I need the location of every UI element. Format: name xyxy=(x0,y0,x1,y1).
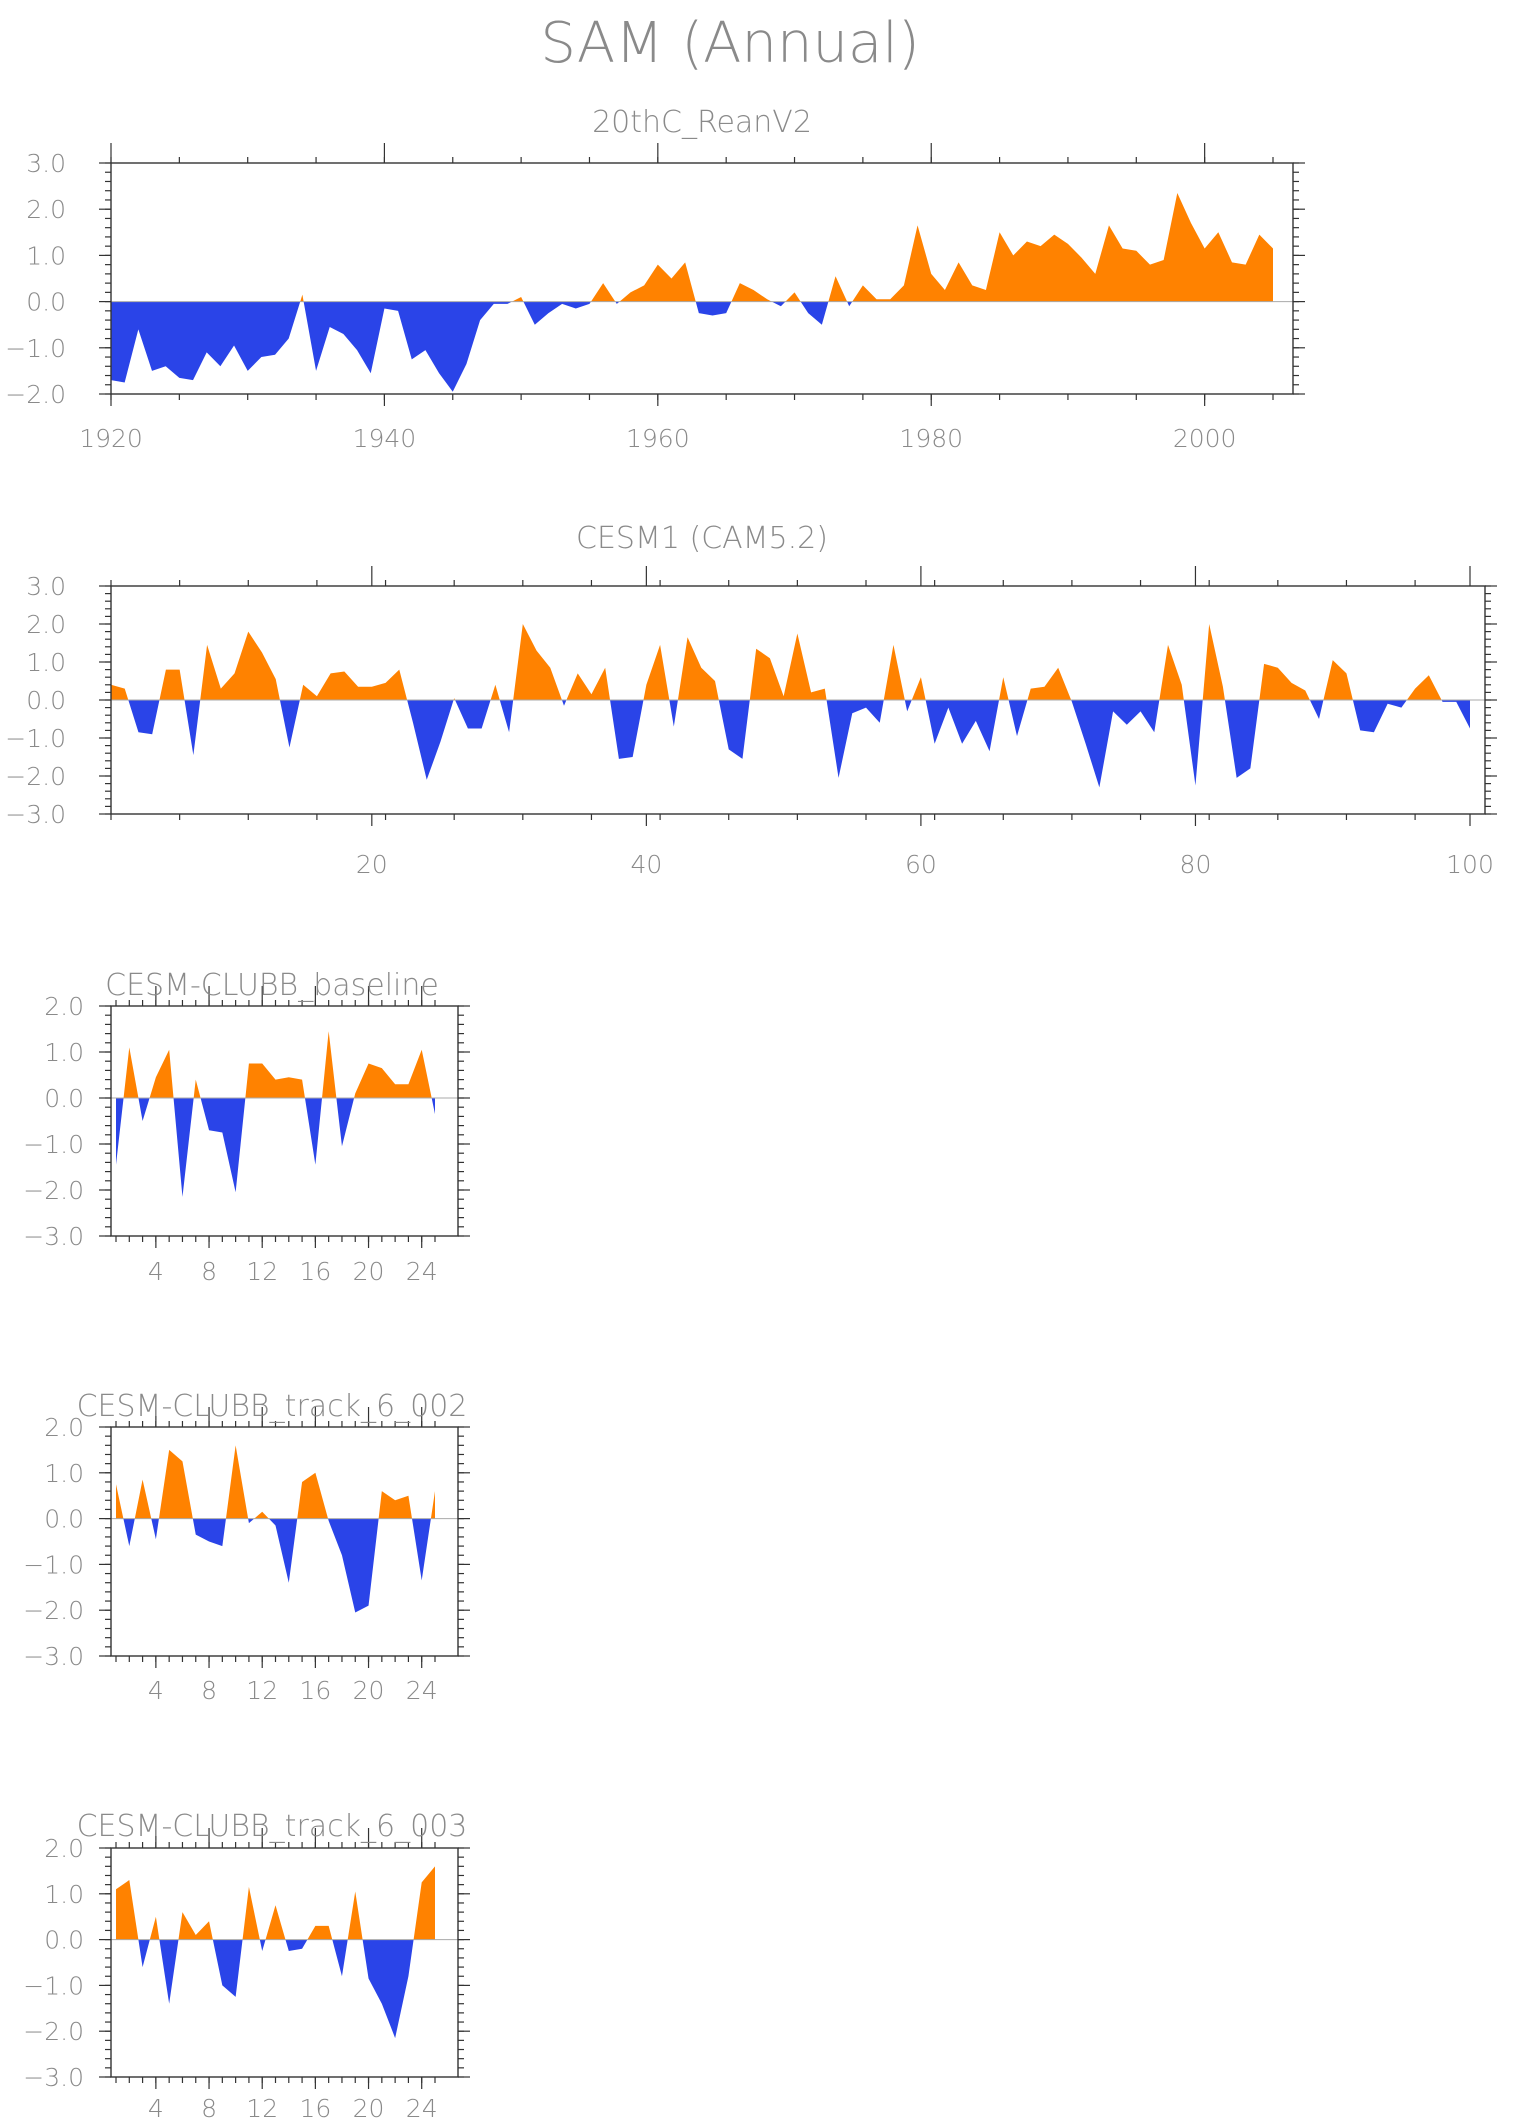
y-tick-label: 1.0 xyxy=(44,1459,84,1488)
figure-title: SAM (Annual) xyxy=(540,11,919,76)
panel-title: 20thC_ReanV2 xyxy=(592,105,812,140)
positive-area xyxy=(116,1866,435,1940)
x-tick-label: 8 xyxy=(201,1676,217,1705)
panel-title: CESM-CLUBB_track_6_003 xyxy=(77,1809,468,1844)
x-tick-label: 4 xyxy=(148,2094,164,2123)
y-tick-label: 3.0 xyxy=(26,572,66,601)
y-tick-label: −2.0 xyxy=(5,762,66,791)
x-tick-label: 24 xyxy=(406,1676,438,1705)
x-tick-label: 12 xyxy=(246,2094,278,2123)
negative-area xyxy=(111,301,1273,392)
y-tick-label: 2.0 xyxy=(44,1413,84,1442)
y-tick-label: −3.0 xyxy=(23,2063,84,2092)
x-tick-label: 8 xyxy=(201,2094,217,2123)
x-tick-label: 20 xyxy=(356,850,388,879)
positive-area xyxy=(111,193,1273,302)
y-tick-label: 0.0 xyxy=(44,1084,84,1113)
y-tick-label: −1.0 xyxy=(5,724,66,753)
y-tick-label: −1.0 xyxy=(23,1971,84,2000)
x-tick-label: 100 xyxy=(1446,850,1494,879)
x-tick-label: 20 xyxy=(353,2094,385,2123)
chart-panel: −3.0 −2.0 −1.0 0.0 1.0 2.0 4 8 12 16 20 24 CESM-CLUB… xyxy=(23,1809,470,2123)
y-tick-label: −2.0 xyxy=(5,380,66,409)
chart-panel: −3.0 −2.0 −1.0 0.0 1.0 2.0 4 8 12 16 20 24 CESM-CLUB… xyxy=(23,1389,470,1705)
negative-area xyxy=(116,1098,435,1197)
y-tick-label: −3.0 xyxy=(23,1642,84,1671)
x-tick-label: 4 xyxy=(148,1257,164,1286)
y-tick-label: 0.0 xyxy=(26,686,66,715)
plot-frame xyxy=(110,1847,459,2078)
x-tick-label: 80 xyxy=(1180,850,1212,879)
negative-area xyxy=(111,700,1470,788)
x-tick-label: 24 xyxy=(406,1257,438,1286)
positive-area xyxy=(116,1445,435,1519)
y-tick-label: −3.0 xyxy=(5,800,66,829)
x-tick-label: 40 xyxy=(630,850,662,879)
chart-panels: −2.0 −1.0 0.0 1.0 2.0 3.0 1920 1940 1960 1980 2000… xyxy=(5,105,1497,2123)
panel-title: CESM1 (CAM5.2) xyxy=(576,521,828,556)
x-tick-label: 8 xyxy=(201,1257,217,1286)
x-tick-label: 1980 xyxy=(899,424,963,453)
y-tick-label: 1.0 xyxy=(44,1880,84,1909)
x-tick-label: 60 xyxy=(905,850,937,879)
y-tick-label: −2.0 xyxy=(23,1176,84,1205)
x-tick-label: 12 xyxy=(246,1676,278,1705)
panel-title: CESM-CLUBB_baseline xyxy=(105,968,439,1003)
y-tick-label: 2.0 xyxy=(44,992,84,1021)
x-tick-label: 20 xyxy=(353,1676,385,1705)
y-tick-label: 1.0 xyxy=(26,241,66,270)
y-tick-label: −2.0 xyxy=(23,2017,84,2046)
plot-frame xyxy=(110,162,1294,395)
negative-area xyxy=(116,1518,435,1613)
x-tick-label: 12 xyxy=(246,1257,278,1286)
x-tick-label: 1920 xyxy=(79,424,143,453)
y-tick-label: 1.0 xyxy=(26,648,66,677)
y-tick-label: −2.0 xyxy=(23,1596,84,1625)
x-tick-label: 16 xyxy=(299,1257,331,1286)
y-tick-label: −1.0 xyxy=(23,1550,84,1579)
panel-title: CESM-CLUBB_track_6_002 xyxy=(77,1389,468,1424)
negative-area xyxy=(116,1939,435,2039)
chart-panel: −2.0 −1.0 0.0 1.0 2.0 3.0 1920 1940 1960 1980 2000… xyxy=(5,105,1305,453)
y-tick-label: 3.0 xyxy=(26,149,66,178)
y-tick-label: 0.0 xyxy=(44,1926,84,1955)
y-tick-label: 2.0 xyxy=(26,610,66,639)
y-tick-label: 0.0 xyxy=(44,1505,84,1534)
y-tick-label: −1.0 xyxy=(5,334,66,363)
chart-panel: −3.0 −2.0 −1.0 0.0 1.0 2.0 4 8 12 16 20 24 CESM-CLUB… xyxy=(23,968,470,1286)
x-tick-label: 24 xyxy=(406,2094,438,2123)
x-tick-label: 16 xyxy=(299,2094,331,2123)
plot-frame xyxy=(110,1426,459,1657)
y-tick-label: 2.0 xyxy=(44,1834,84,1863)
plot-frame xyxy=(110,1005,459,1237)
chart-panel: −3.0 −2.0 −1.0 0.0 1.0 2.0 3.0 20 40 60 80 100 CESM1… xyxy=(5,521,1497,879)
y-tick-label: 2.0 xyxy=(26,195,66,224)
y-tick-label: 0.0 xyxy=(26,288,66,317)
y-tick-label: −1.0 xyxy=(23,1130,84,1159)
positive-area xyxy=(116,1031,435,1098)
y-tick-label: 1.0 xyxy=(44,1038,84,1067)
positive-area xyxy=(111,624,1470,700)
x-tick-label: 1960 xyxy=(626,424,690,453)
x-tick-label: 16 xyxy=(299,1676,331,1705)
x-tick-label: 2000 xyxy=(1173,424,1237,453)
x-tick-label: 4 xyxy=(148,1676,164,1705)
y-tick-label: −3.0 xyxy=(23,1222,84,1251)
x-tick-label: 20 xyxy=(353,1257,385,1286)
x-tick-label: 1940 xyxy=(353,424,417,453)
